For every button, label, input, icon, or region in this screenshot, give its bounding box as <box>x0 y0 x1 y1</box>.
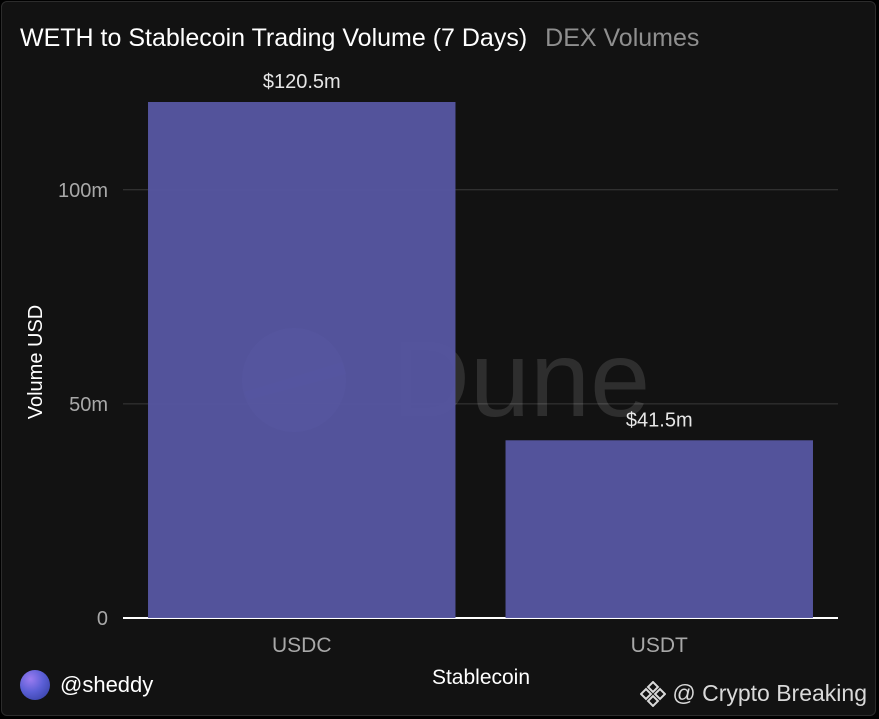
y-axis-label: Volume USD <box>25 305 47 420</box>
y-tick-label: 0 <box>97 608 108 630</box>
chart-header: WETH to Stablecoin Trading Volume (7 Day… <box>20 24 699 53</box>
chart-title: WETH to Stablecoin Trading Volume (7 Day… <box>20 24 528 52</box>
x-tick-label: USDT <box>631 634 688 657</box>
credit-block: @ Crypto Breaking <box>640 680 867 707</box>
author-handle: @sheddy <box>60 672 154 697</box>
data-label: $120.5m <box>263 71 341 93</box>
author-block: @sheddy <box>20 670 153 700</box>
chart-subtitle: DEX Volumes <box>545 24 700 52</box>
y-tick-label: 50m <box>69 394 108 416</box>
data-label: $41.5m <box>626 409 693 431</box>
credit-text: @ Crypto Breaking <box>672 680 867 706</box>
bar-usdt <box>505 440 813 618</box>
x-tick-label: USDC <box>272 634 332 657</box>
diamond-logo-icon <box>640 680 667 707</box>
x-axis-label: Stablecoin <box>432 666 530 689</box>
y-tick-label: 100m <box>58 180 108 202</box>
avatar <box>20 670 50 700</box>
bar-usdc <box>148 102 456 618</box>
